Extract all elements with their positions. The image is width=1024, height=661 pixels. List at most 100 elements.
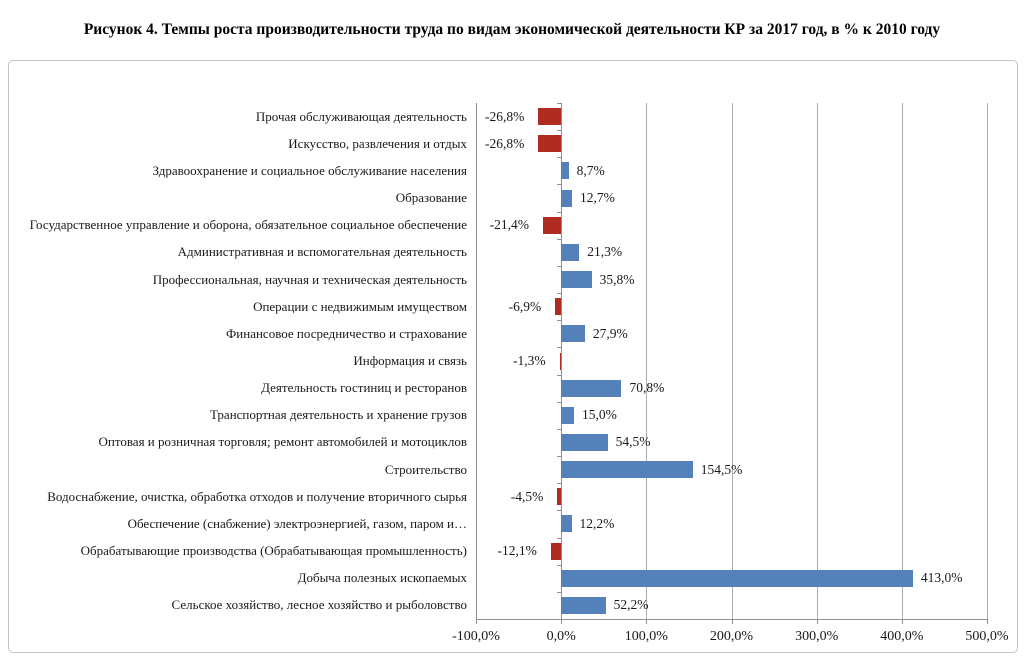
category-axis-tick (556, 238, 563, 240)
x-tick-label: 0,0% (546, 629, 576, 644)
category-axis-tick (556, 428, 563, 430)
category-axis-tick (556, 265, 563, 267)
category-label: Транспортная деятельность и хранение гру… (209, 407, 467, 423)
gridline (646, 103, 648, 619)
category-label: Обрабатывающие производства (Обрабатываю… (80, 543, 467, 559)
gridline (987, 103, 988, 619)
category-label: Строительство (384, 461, 467, 477)
bar-value-label: 154,5% (700, 461, 743, 477)
category-axis-tick (556, 510, 563, 512)
zero-axis-line (561, 103, 563, 619)
category-label: Финансовое посредничество и страхование (226, 325, 467, 341)
category-axis-tick (556, 130, 563, 132)
bar-positive (561, 515, 572, 533)
bar-positive (561, 243, 580, 261)
bar-positive (561, 406, 574, 424)
gridline (901, 103, 903, 619)
category-axis-tick (556, 320, 563, 322)
bar-value-label: -21,4% (489, 217, 529, 233)
x-tick-label: 500,0% (965, 629, 1009, 644)
bar-value-label: -12,1% (497, 543, 537, 559)
category-label: Административная и вспомогательная деяте… (177, 244, 467, 260)
category-axis-tick (556, 456, 563, 458)
x-axis-tick (987, 619, 988, 624)
category-label: Информация и связь (353, 353, 467, 368)
bar-positive (561, 596, 606, 614)
category-axis-tick (556, 347, 563, 349)
category-axis-tick (556, 537, 563, 539)
category-axis-tick (556, 564, 563, 566)
category-label: Оптовая и розничная торговля; ремонт авт… (98, 434, 467, 450)
category-axis-tick (556, 293, 563, 295)
category-label: Прочая обслуживающая деятельность (255, 108, 467, 124)
bar-value-label: -26,8% (484, 108, 525, 124)
bar-value-label: -4,5% (510, 488, 544, 504)
bar-value-label: 12,2% (579, 515, 615, 531)
bar-value-label: 27,9% (592, 325, 628, 341)
bar-value-label: 54,5% (615, 434, 651, 450)
bar-negative (538, 108, 562, 126)
category-axis-tick (556, 401, 563, 403)
bar-positive (561, 569, 913, 587)
x-axis-tick (901, 619, 903, 624)
category-axis-tick (556, 184, 563, 186)
bar-positive (561, 379, 622, 397)
bar-value-label: 8,7% (576, 162, 605, 178)
category-axis-tick (556, 483, 563, 485)
category-axis-tick (556, 619, 563, 620)
bar-value-label: 70,8% (629, 380, 665, 396)
bar-value-label: -6,9% (508, 298, 542, 314)
bar-positive (561, 433, 608, 451)
category-label: Государственное управление и оборона, об… (29, 217, 467, 233)
category-label: Добыча полезных ископаемых (297, 570, 467, 586)
gridline (816, 103, 818, 619)
category-label: Обеспечение (снабжение) электроэнергией,… (127, 515, 467, 531)
bar-negative (559, 352, 562, 370)
x-axis-tick (731, 619, 733, 624)
bar-negative (538, 135, 562, 153)
bar-positive (561, 271, 592, 289)
chart-frame (8, 60, 1018, 653)
category-axis-tick (556, 591, 563, 593)
bar-value-label: 52,2% (613, 597, 649, 613)
gridline (476, 103, 477, 619)
bar-negative (555, 298, 562, 316)
x-axis-tick (816, 619, 818, 624)
category-label: Водоснабжение, очистка, обработка отходо… (47, 488, 467, 504)
category-axis-tick (556, 157, 563, 159)
x-axis-tick (646, 619, 648, 624)
bar-value-label: 12,7% (579, 190, 615, 206)
category-label: Операции с недвижимым имуществом (253, 298, 467, 314)
bar-negative (557, 488, 562, 506)
x-tick-label: -100,0% (452, 629, 500, 644)
bar-positive (561, 325, 585, 343)
bar-value-label: 21,3% (587, 244, 623, 260)
x-tick-label: 400,0% (880, 629, 924, 644)
category-axis-tick (556, 374, 563, 376)
x-axis-tick (561, 619, 563, 624)
x-axis-tick (476, 619, 477, 624)
category-label: Искусство, развлечения и отдых (288, 135, 467, 151)
category-axis-tick (556, 211, 563, 213)
bar-positive (561, 461, 693, 479)
bar-value-label: -1,3% (513, 353, 546, 368)
bar-positive (561, 162, 569, 180)
category-label: Образование (395, 190, 467, 206)
category-label: Здравоохранение и социальное обслуживани… (152, 162, 467, 178)
x-axis-line (476, 619, 987, 620)
figure-title: Рисунок 4. Темпы роста производительност… (83, 21, 941, 38)
x-tick-label: 300,0% (795, 629, 839, 644)
bar-value-label: 15,0% (581, 407, 617, 423)
category-axis-tick (556, 103, 563, 104)
gridline (731, 103, 733, 619)
bar-value-label: 35,8% (599, 271, 635, 287)
bar-negative (550, 542, 562, 560)
x-tick-label: 200,0% (709, 629, 754, 644)
bar-negative (542, 216, 562, 234)
bar-value-label: 413,0% (920, 570, 963, 586)
bar-positive (561, 189, 572, 207)
bar-value-label: -26,8% (484, 135, 525, 151)
category-label: Профессиональная, научная и техническая … (152, 271, 467, 287)
category-label: Деятельность гостиниц и ресторанов (261, 380, 467, 396)
x-tick-label: 100,0% (624, 629, 668, 644)
